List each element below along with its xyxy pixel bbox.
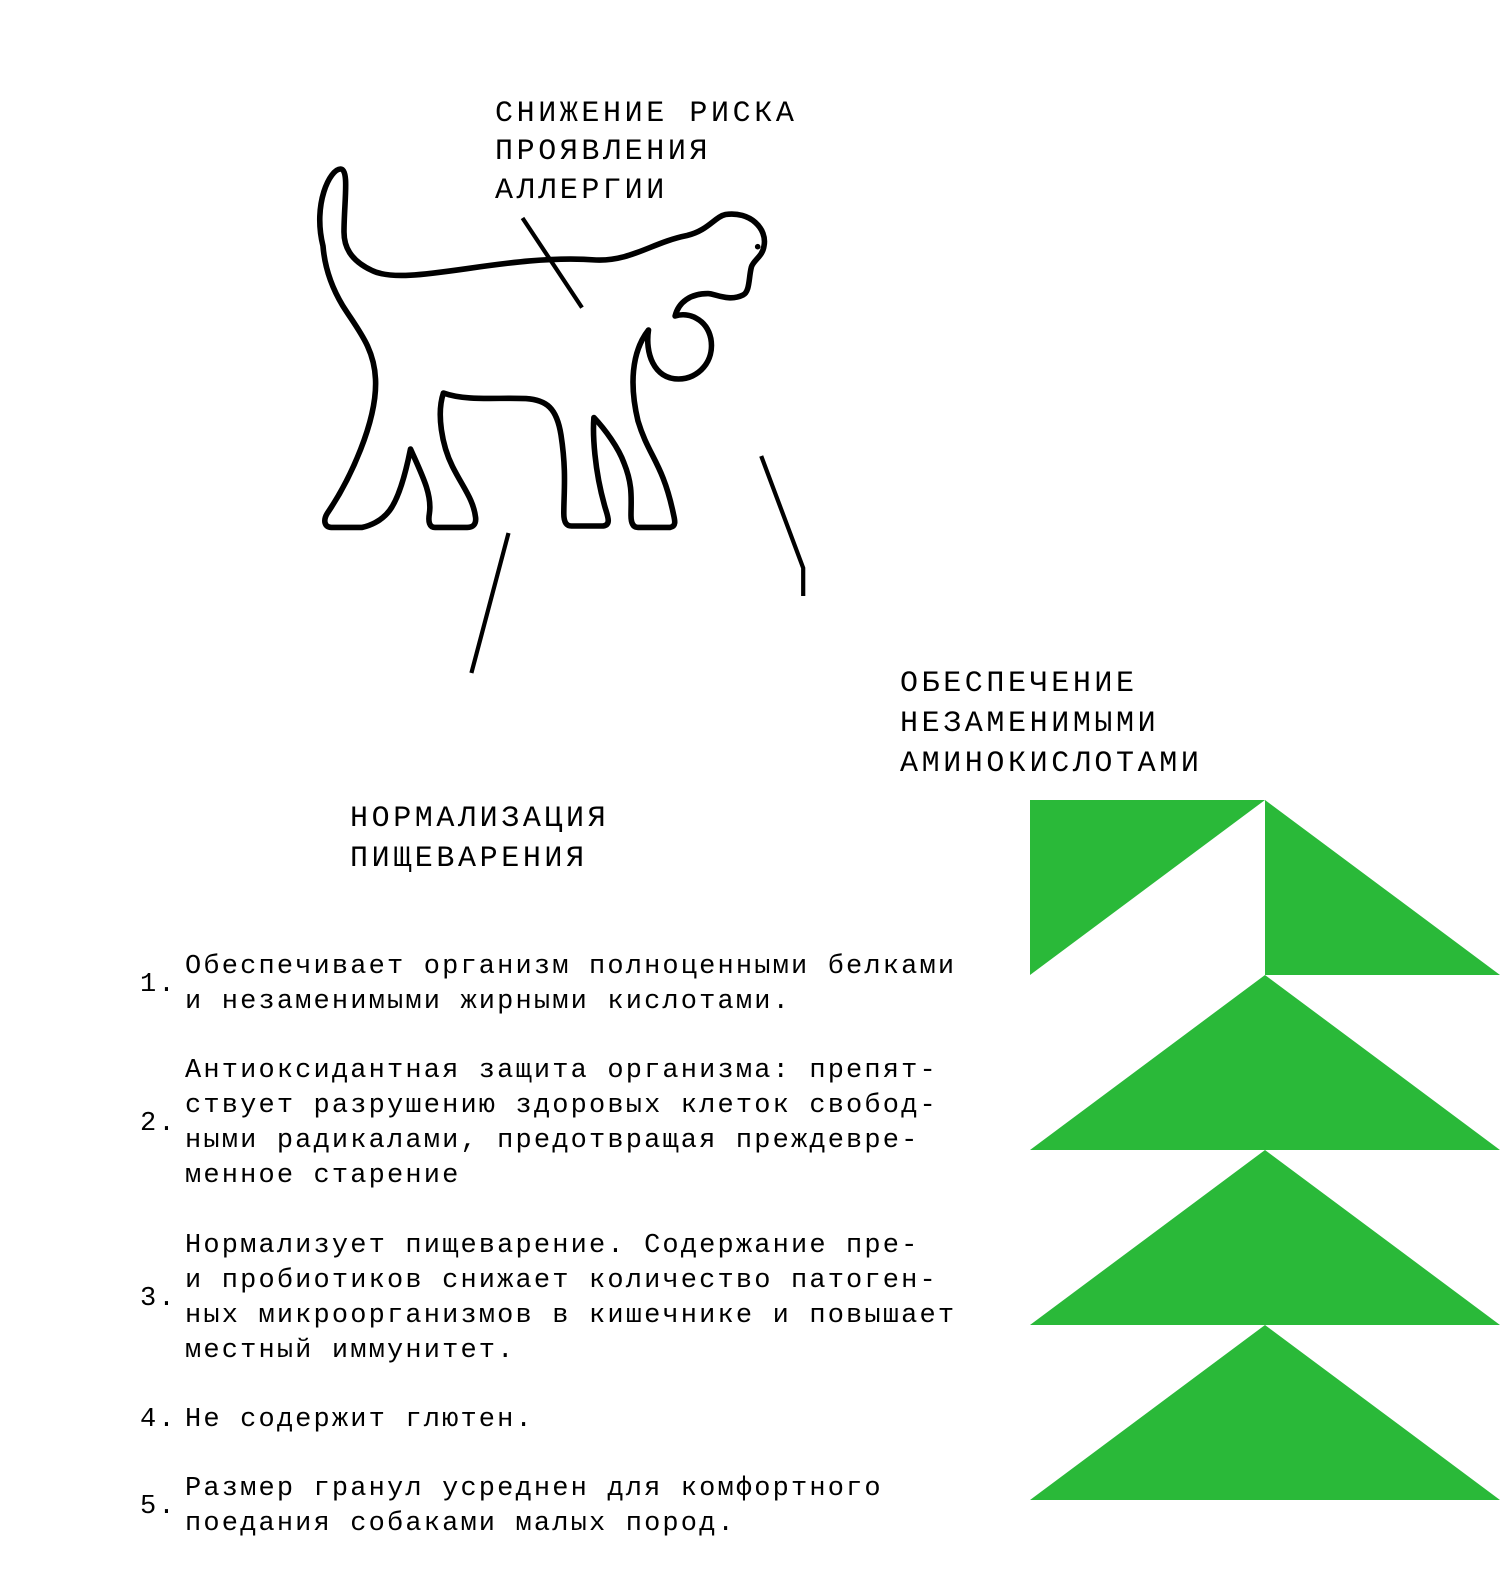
list-num: 2.: [140, 1109, 185, 1139]
list-item: 3. Нормализует пищеварение. Содержание п…: [140, 1229, 1020, 1369]
list-item: 4. Не содержит глютен.: [140, 1403, 1020, 1438]
list-item: 1. Обеспечивает организм полноценными бе…: [140, 950, 1020, 1020]
callout-amino: ОБЕСПЕЧЕНИЕ НЕЗАМЕНИМЫМИ АМИНОКИСЛОТАМИ: [900, 665, 1202, 785]
list-num: 4.: [140, 1405, 185, 1435]
callout-allergy: СНИЖЕНИЕ РИСКА ПРОЯВЛЕНИЯ АЛЛЕРГИИ: [495, 95, 797, 210]
callout-digestion: НОРМАЛИЗАЦИЯ ПИЩЕВАРЕНИЯ: [350, 800, 609, 880]
list-text: Обеспечивает организм полноценными белка…: [185, 950, 956, 1020]
triangle-pattern: [1030, 800, 1500, 1500]
list-num: 3.: [140, 1284, 185, 1314]
list-item: 2. Антиоксидантная защита организма: пре…: [140, 1054, 1020, 1194]
list-item: 5. Размер гранул усреднен для комфортног…: [140, 1472, 1020, 1542]
list-text: Размер гранул усреднен для комфортного п…: [185, 1472, 883, 1542]
dog-outline-diagram: [165, 155, 915, 715]
list-num: 5.: [140, 1492, 185, 1522]
list-text: Не содержит глютен.: [185, 1403, 534, 1438]
list-text: Антиоксидантная защита организма: препят…: [185, 1054, 938, 1194]
list-text: Нормализует пищеварение. Содержание пре-…: [185, 1229, 956, 1369]
benefits-list: 1. Обеспечивает организм полноценными бе…: [140, 950, 1020, 1576]
list-num: 1.: [140, 970, 185, 1000]
